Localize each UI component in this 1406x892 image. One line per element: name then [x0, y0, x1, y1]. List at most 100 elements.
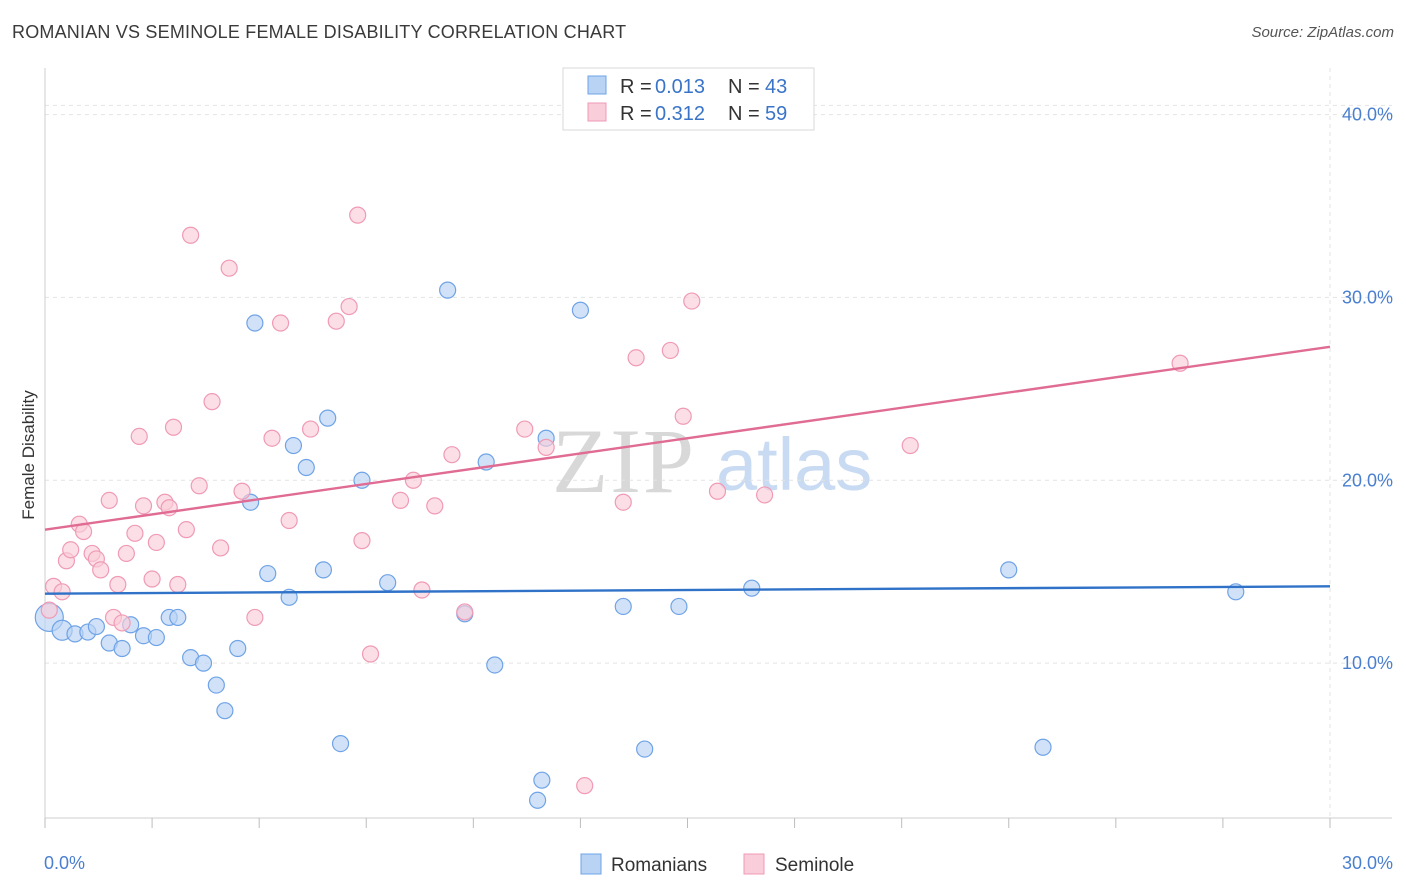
seminole-n-label: N = — [728, 103, 760, 125]
romanians-point — [331, 734, 350, 753]
romanians-point — [533, 771, 551, 789]
romanians-trend-line — [44, 585, 1331, 595]
seminole-bottom-swatch — [743, 853, 765, 875]
seminole-point — [113, 614, 131, 632]
seminole-point — [391, 491, 410, 509]
seminole-point — [130, 427, 148, 445]
seminole-r-label: R = — [620, 103, 652, 125]
romanians-point — [246, 314, 264, 332]
romanians-point — [319, 409, 337, 427]
seminole-point — [169, 575, 187, 594]
seminole-point — [203, 393, 221, 411]
seminole-point — [220, 259, 238, 277]
romanians-point — [1034, 738, 1052, 756]
romanians-n-label: N = — [728, 76, 760, 98]
romanians-point — [528, 791, 547, 809]
romanians-point — [486, 656, 504, 674]
seminole-point — [537, 438, 555, 456]
x-tick-labels: 0.0% 30.0% — [44, 853, 1393, 873]
seminole-point — [683, 292, 701, 310]
seminole-point — [246, 608, 264, 627]
seminole-point — [62, 541, 80, 559]
seminole-point — [443, 446, 461, 464]
seminole-point — [271, 314, 290, 332]
y-axis-title: Female Disability — [19, 390, 38, 520]
seminole-point — [353, 532, 371, 550]
seminole-n-value: 59 — [765, 103, 787, 125]
romanians-point — [571, 301, 590, 319]
watermark-atlas-text: atlas — [716, 423, 872, 506]
y-tick-labels: 10.0% 20.0% 30.0% 40.0% — [1342, 105, 1393, 674]
seminole-point — [576, 777, 594, 795]
chart-source: Source: ZipAtlas.com — [1251, 24, 1394, 41]
romanians-r-value: 0.013 — [655, 76, 705, 98]
seminole-point — [177, 521, 195, 539]
seminole-point — [190, 477, 208, 495]
y-tick-label: 10.0% — [1342, 653, 1393, 673]
romanians-r-label: R = — [620, 76, 652, 98]
seminole-point — [614, 493, 632, 511]
trend-lines — [44, 345, 1331, 595]
y-tick-label: 20.0% — [1342, 470, 1393, 490]
seminole-point — [755, 486, 774, 504]
seminole-points — [40, 206, 1189, 795]
romanians-point — [207, 676, 225, 694]
seminole-point — [627, 349, 645, 367]
seminole-point — [901, 436, 919, 455]
romanians-point — [147, 628, 165, 647]
y-tick-label: 40.0% — [1342, 105, 1393, 125]
romanians-point — [194, 654, 213, 672]
seminole-point — [661, 341, 679, 360]
seminole-point — [456, 603, 474, 621]
seminole-point — [164, 418, 183, 436]
romanians-legend-swatch — [587, 75, 607, 95]
seminole-point — [53, 583, 71, 601]
seminole-point — [404, 471, 422, 489]
seminole-point — [708, 482, 727, 500]
seminole-point — [263, 429, 281, 447]
romanians-point — [379, 574, 397, 592]
seminole-point — [516, 420, 534, 438]
seminole-point — [109, 575, 127, 594]
romanians-point — [216, 702, 234, 720]
romanians-point — [1000, 561, 1018, 579]
x-tick-label-min: 0.0% — [44, 853, 85, 873]
romanians-point — [87, 617, 106, 636]
romanians-point — [113, 639, 131, 658]
romanians-bottom-swatch — [580, 853, 602, 875]
seminole-point — [233, 482, 251, 500]
seminole-point — [100, 491, 118, 509]
romanians-point — [284, 436, 303, 455]
seminole-r-value: 0.312 — [655, 103, 705, 125]
series-legend: Romanians Seminole — [580, 853, 854, 876]
romanians-point — [439, 281, 457, 299]
seminole-point — [349, 206, 367, 224]
seminole-point — [212, 539, 230, 557]
romanians-point — [229, 639, 247, 658]
romanians-point — [636, 740, 654, 758]
romanians-point — [314, 561, 333, 579]
seminole-point — [301, 420, 320, 438]
romanians-point — [743, 579, 761, 597]
seminole-point — [182, 226, 200, 244]
romanians-point — [259, 564, 277, 583]
seminole-point — [40, 601, 58, 619]
x-tick-label-max: 30.0% — [1342, 853, 1393, 873]
seminole-point — [413, 581, 431, 599]
seminole-point — [147, 533, 165, 552]
stats-legend: R = 0.013 N = 43 R = 0.312 N = 59 — [562, 67, 815, 131]
seminole-point — [674, 407, 692, 425]
romanians-legend-label: Romanians — [611, 855, 707, 876]
seminole-point — [117, 544, 135, 563]
seminole-point — [126, 524, 144, 542]
seminole-point — [426, 497, 444, 515]
seminole-point — [340, 297, 358, 316]
seminole-point — [92, 561, 110, 579]
y-tick-label: 30.0% — [1342, 287, 1393, 307]
romanians-point — [614, 597, 632, 616]
seminole-point — [361, 645, 380, 663]
seminole-trend-line — [44, 345, 1331, 531]
seminole-point — [134, 497, 153, 515]
seminole-legend-swatch — [587, 102, 607, 122]
